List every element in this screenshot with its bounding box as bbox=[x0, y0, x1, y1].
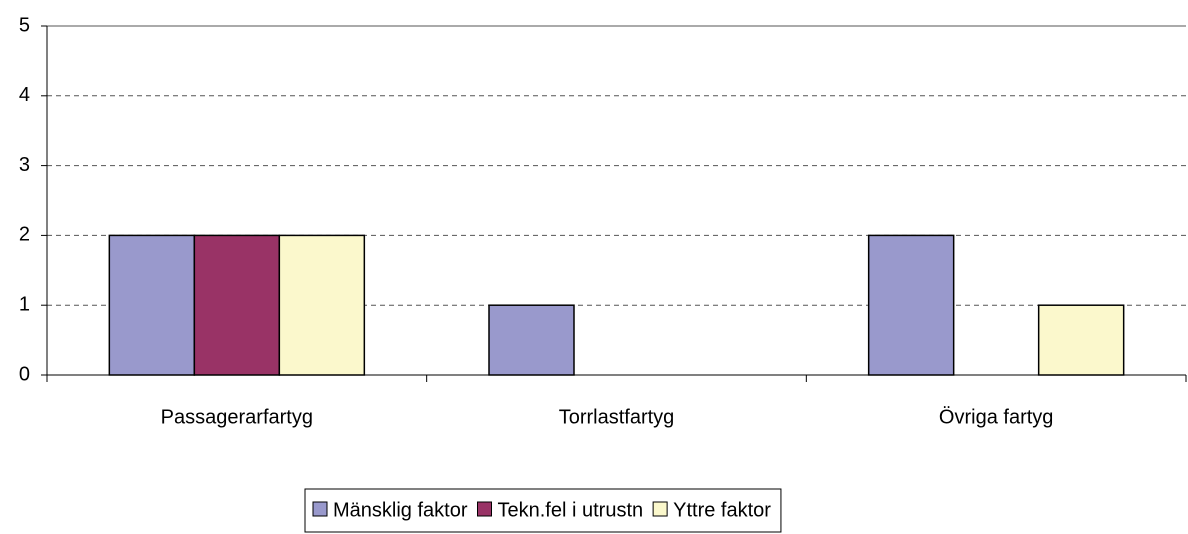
y-tick-label: 2 bbox=[19, 224, 30, 246]
legend-swatch bbox=[477, 501, 492, 517]
bar bbox=[278, 234, 366, 376]
y-tick-label: 1 bbox=[19, 293, 30, 315]
y-tick-label: 4 bbox=[19, 84, 30, 106]
x-tick-label: Torrlastfartyg bbox=[559, 406, 675, 428]
legend-swatch bbox=[652, 501, 668, 517]
bar bbox=[193, 234, 281, 376]
y-tick-label: 3 bbox=[19, 154, 30, 176]
legend bbox=[304, 488, 782, 533]
bar bbox=[867, 234, 955, 376]
bar bbox=[1037, 304, 1125, 376]
legend-label: Yttre faktor bbox=[673, 499, 771, 521]
bar bbox=[488, 304, 575, 376]
y-tick-label: 5 bbox=[19, 14, 30, 36]
legend-swatch bbox=[312, 501, 328, 517]
x-tick-label: Passagerarfartyg bbox=[161, 406, 313, 428]
bar bbox=[108, 234, 196, 376]
legend-label: Mänsklig faktor bbox=[333, 499, 468, 521]
x-tick-label: Övriga fartyg bbox=[939, 406, 1053, 428]
y-tick-label: 0 bbox=[19, 363, 30, 385]
legend-label: Tekn.fel i utrustn bbox=[498, 499, 644, 521]
